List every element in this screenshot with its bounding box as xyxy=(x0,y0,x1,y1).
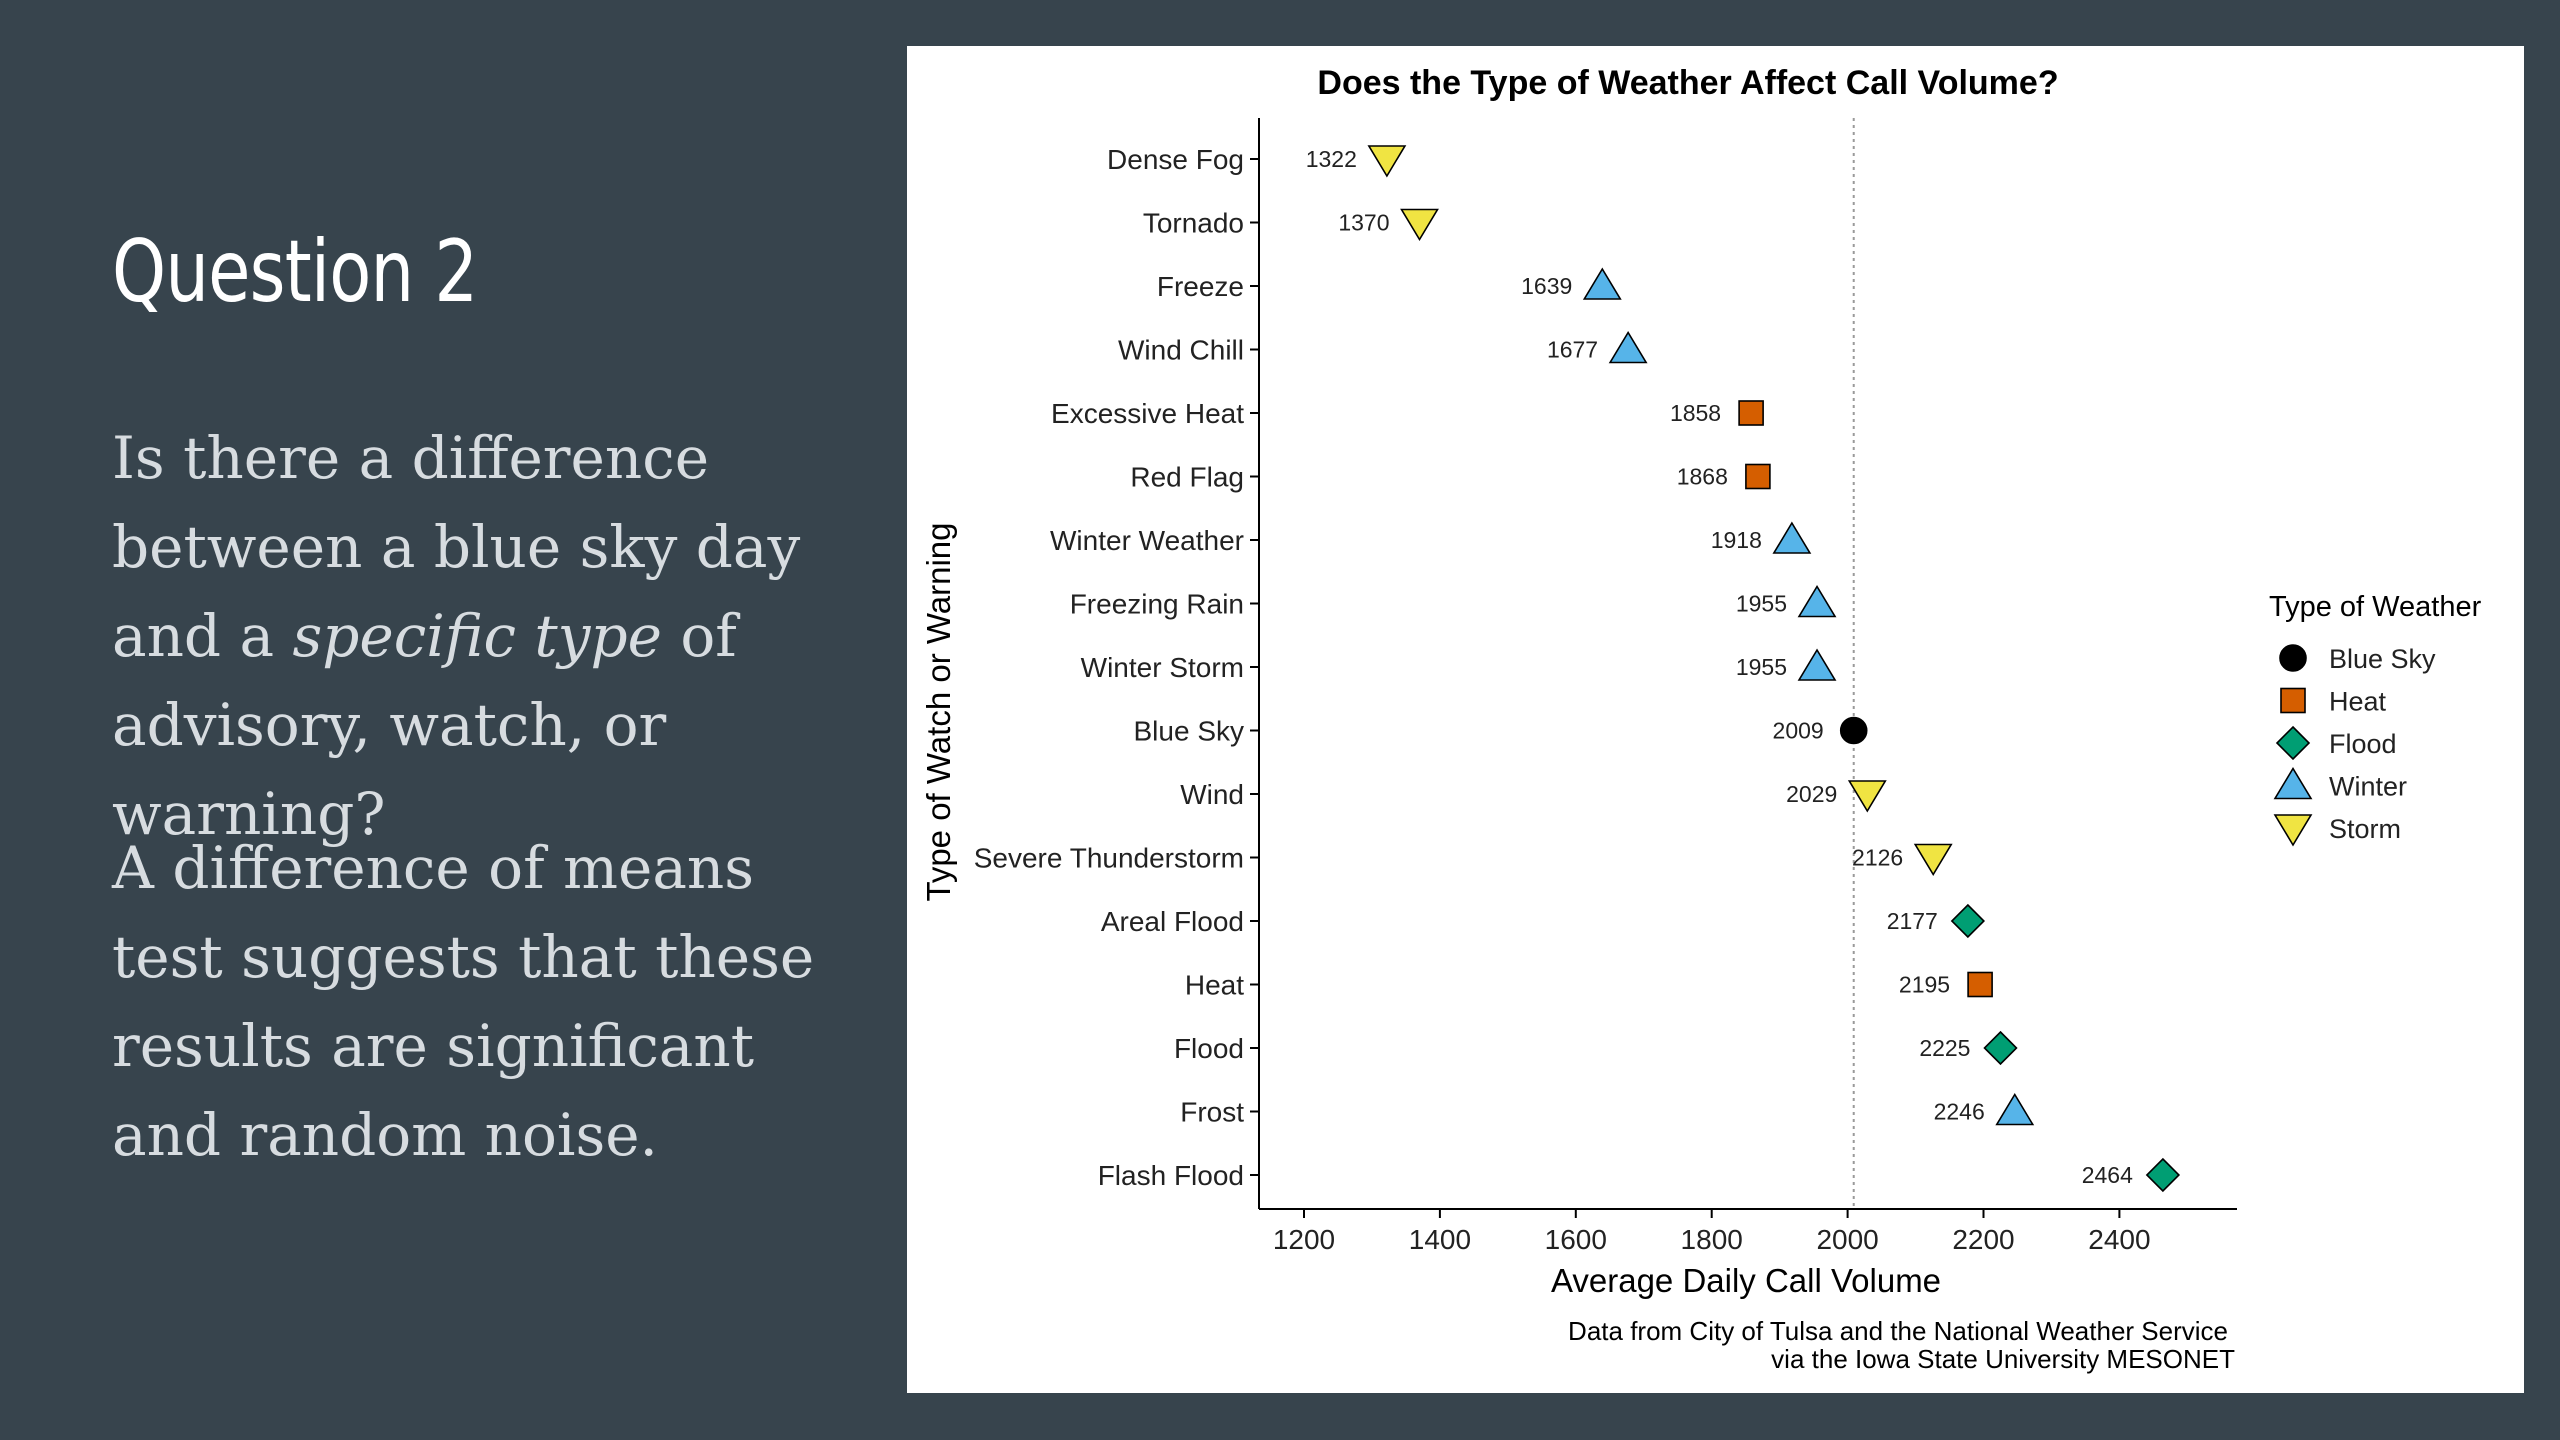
y-tick-label: Heat xyxy=(1185,970,1244,1001)
legend-marker xyxy=(2275,725,2311,761)
data-point xyxy=(1745,463,1771,490)
data-label: 1677 xyxy=(1547,337,1598,363)
data-point xyxy=(1608,330,1648,364)
data-point xyxy=(1400,208,1439,242)
legend-label: Blue Sky xyxy=(2329,644,2436,674)
y-tick-label: Areal Flood xyxy=(1101,906,1244,937)
data-label: 1858 xyxy=(1670,400,1721,426)
data-label: 1955 xyxy=(1736,654,1787,680)
y-tick-label: Red Flag xyxy=(1130,462,1244,493)
y-tick-label: Freezing Rain xyxy=(1070,589,1244,620)
y-tick-label: Frost xyxy=(1180,1097,1244,1128)
data-label: 2009 xyxy=(1773,718,1824,744)
data-label: 1955 xyxy=(1736,591,1787,617)
y-tick-label: Excessive Heat xyxy=(1051,398,1244,429)
data-label: 1639 xyxy=(1521,273,1572,299)
x-tick-label: 1200 xyxy=(1273,1224,1335,1255)
answer-paragraph: A difference of means test suggests that… xyxy=(112,834,815,1169)
question-text-part2: of advisory, watch, or warning? xyxy=(112,602,737,848)
y-tick-label: Winter Storm xyxy=(1081,652,1244,683)
y-axis-label: Type of Watch or Warning xyxy=(920,522,957,901)
y-tick-label: Blue Sky xyxy=(1134,716,1245,747)
data-point xyxy=(1797,648,1837,681)
y-tick-label: Severe Thunderstorm xyxy=(974,843,1244,874)
legend-label: Winter xyxy=(2329,772,2407,802)
dot-chart: Does the Type of Weather Affect Call Vol… xyxy=(920,64,2482,1374)
data-label: 2246 xyxy=(1934,1099,1985,1125)
data-label: 2464 xyxy=(2082,1162,2133,1188)
data-label: 1868 xyxy=(1677,464,1728,490)
question-text-emphasis: specific type xyxy=(292,602,662,670)
caption-line-1: Data from City of Tulsa and the National… xyxy=(1568,1316,2228,1346)
y-tick-label: Flood xyxy=(1174,1033,1244,1064)
legend-marker xyxy=(2273,814,2313,847)
legend: Blue Sky Heat Flood Winter Storm xyxy=(2273,644,2436,847)
data-point xyxy=(1995,1092,2035,1126)
legend-marker xyxy=(2279,644,2307,672)
data-label: 2177 xyxy=(1887,908,1938,934)
data-point xyxy=(1797,584,1837,618)
data-label: 1322 xyxy=(1306,146,1357,172)
legend-label: Flood xyxy=(2329,729,2397,759)
legend-marker xyxy=(2273,766,2313,800)
y-tick-label: Flash Flood xyxy=(1098,1160,1244,1191)
data-label: 1918 xyxy=(1711,527,1762,553)
y-tick-label: Wind xyxy=(1180,779,1244,810)
data-label: 2225 xyxy=(1919,1035,1970,1061)
x-tick-label: 1800 xyxy=(1681,1224,1743,1255)
chart-panel: Does the Type of Weather Affect Call Vol… xyxy=(907,46,2524,1393)
y-tick-label: Tornado xyxy=(1143,208,1244,239)
legend-label: Storm xyxy=(2329,814,2401,844)
data-point xyxy=(2145,1157,2181,1193)
legend-label: Heat xyxy=(2329,687,2387,717)
data-point xyxy=(1913,843,1953,877)
chart-title: Does the Type of Weather Affect Call Vol… xyxy=(1317,64,2058,102)
question-text-part1: Is there a difference between a blue sky… xyxy=(112,424,801,670)
y-tick-label: Winter Weather xyxy=(1050,525,1244,556)
data-label: 2195 xyxy=(1899,972,1950,998)
data-label: 2126 xyxy=(1852,845,1903,871)
x-axis-label: Average Daily Call Volume xyxy=(1551,1262,1941,1299)
x-tick-label: 1600 xyxy=(1545,1224,1607,1255)
plot-area: 1200 1400 1600 1800 2000 2200 2400 Dense Fog 132… xyxy=(974,118,2237,1255)
data-point xyxy=(1847,780,1887,813)
y-tick-label: Wind Chill xyxy=(1118,335,1244,366)
data-point xyxy=(1367,145,1407,178)
x-tick-label: 1400 xyxy=(1409,1224,1471,1255)
data-point xyxy=(1738,400,1764,426)
data-point xyxy=(1582,267,1622,300)
caption-line-2: via the Iowa State University MESONET xyxy=(1771,1344,2235,1374)
data-point xyxy=(1839,716,1868,745)
slide-title: Question 2 xyxy=(112,222,478,322)
data-point xyxy=(1772,521,1812,554)
x-tick-label: 2200 xyxy=(1952,1224,2014,1255)
data-label: 1370 xyxy=(1338,210,1389,236)
question-paragraph: Is there a difference between a blue sky… xyxy=(112,414,872,859)
x-tick-label: 2000 xyxy=(1816,1224,1878,1255)
x-tick-label: 2400 xyxy=(2088,1224,2150,1255)
y-tick-label: Dense Fog xyxy=(1107,144,1244,175)
legend-title: Type of Weather xyxy=(2269,591,2482,623)
data-point xyxy=(1967,971,1993,998)
data-point xyxy=(1983,1030,2018,1066)
legend-marker xyxy=(2280,687,2306,714)
data-label: 2029 xyxy=(1786,781,1837,807)
data-point xyxy=(1950,903,1986,939)
y-tick-label: Freeze xyxy=(1157,271,1244,302)
